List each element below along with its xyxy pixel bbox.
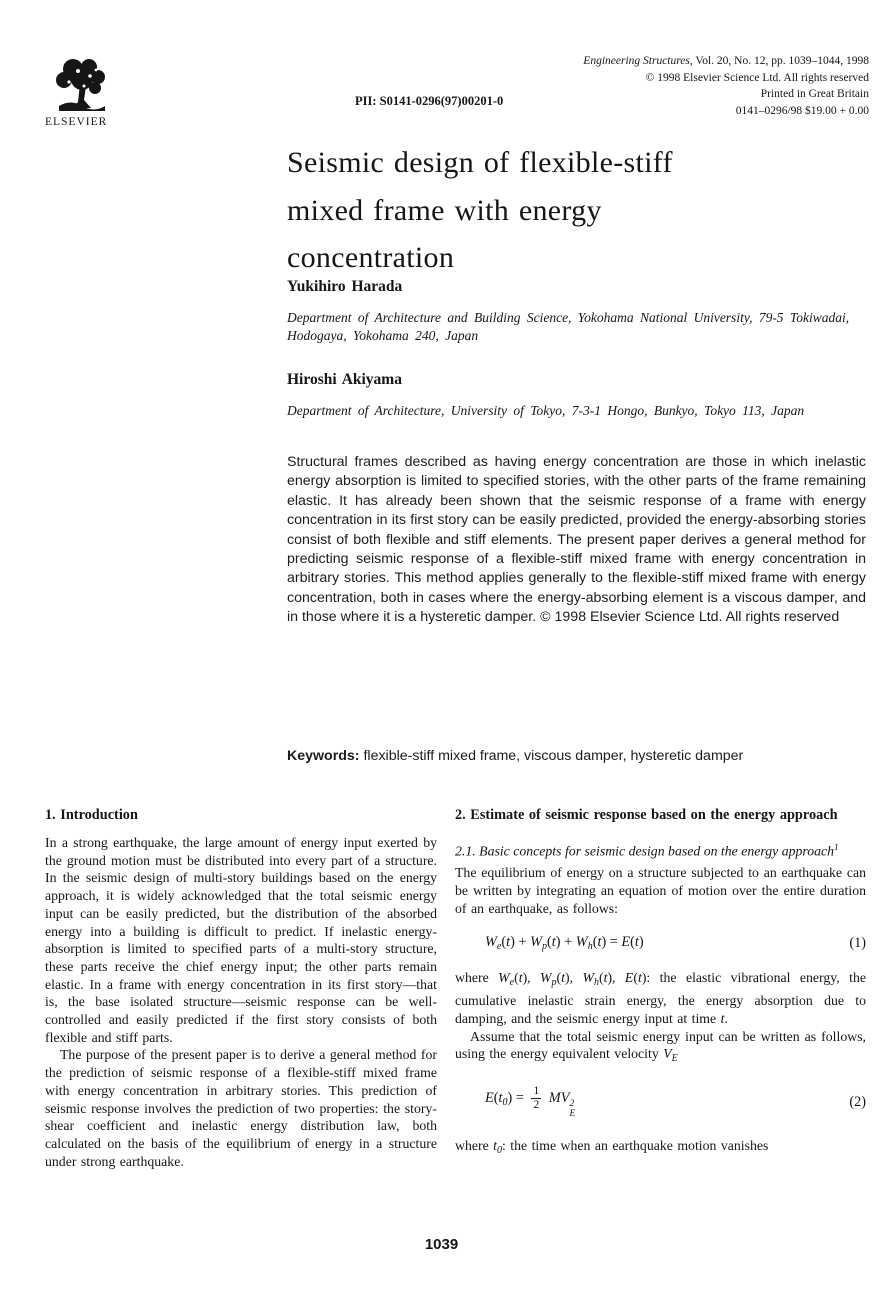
elsevier-tree-icon <box>56 59 105 111</box>
author-block: Yukihiro Harada Department of Architectu… <box>287 278 867 344</box>
subsection-heading: 2.1. Basic concepts for seismic design b… <box>455 842 839 859</box>
footnote-marker: 1 <box>834 842 839 852</box>
elsevier-logo-text: ELSEVIER <box>45 116 108 128</box>
page-number: 1039 <box>424 1236 459 1253</box>
journal-info: Engineering Structures, Vol. 20, No. 12,… <box>583 53 869 119</box>
section2-paragraph-1: The equilibrium of energy on a structure… <box>455 865 866 916</box>
equation-1-number: (1) <box>849 934 866 951</box>
left-column: 1. Introduction In a strong earthquake, … <box>45 806 437 1170</box>
equation-2-number: (2) <box>849 1093 866 1110</box>
keywords-label: Keywords: <box>287 748 360 764</box>
author-affiliation: Department of Architecture and Building … <box>287 310 850 343</box>
title-line: mixed frame with energy <box>287 193 602 227</box>
printed-line: Printed in Great Britain <box>760 88 869 100</box>
section-heading-estimate: 2. Estimate of seismic response based on… <box>455 807 838 823</box>
article-title: Seismic design of flexible-stiff mixed f… <box>287 139 673 282</box>
section-heading-introduction: 1. Introduction <box>45 807 138 823</box>
elsevier-logo: ELSEVIER <box>45 56 129 128</box>
intro-paragraph-1: In a strong earthquake, the large amount… <box>45 835 437 1045</box>
keywords-line: Keywords: flexible-stiff mixed frame, vi… <box>287 747 866 766</box>
author-name: Yukihiro Harada <box>287 278 403 295</box>
equation-2-explanation: where t0: the time when an earthquake mo… <box>455 1137 769 1156</box>
assume-paragraph: Assume that the total seismic energy inp… <box>455 1028 866 1065</box>
equation-1-row: We(t) + Wp(t) + Wh(t) = E(t) (1) <box>455 934 866 952</box>
keywords-list: flexible-stiff mixed frame, viscous damp… <box>359 748 744 764</box>
journal-citation-line: Engineering Structures, Vol. 20, No. 12,… <box>583 55 869 67</box>
equation-1: We(t) + Wp(t) + Wh(t) = E(t) <box>485 934 644 953</box>
author-block: Hiroshi Akiyama Department of Architectu… <box>287 371 867 420</box>
equation-1-explanation: where We(t), Wp(t), Wh(t), E(t): the ela… <box>455 970 866 1026</box>
pii-code: PII: S0141-0296(97)00201-0 <box>355 94 504 108</box>
author-name: Hiroshi Akiyama <box>287 371 402 388</box>
right-column: 2. Estimate of seismic response based on… <box>455 806 866 1160</box>
title-line: Seismic design of flexible-stiff <box>287 146 673 179</box>
intro-paragraph-2: The purpose of the present paper is to d… <box>45 1047 437 1169</box>
abstract-text: Structural frames described as having en… <box>287 454 866 626</box>
author-affiliation: Department of Architecture, University o… <box>287 403 805 418</box>
copyright-line: © 1998 Elsevier Science Ltd. All rights … <box>645 71 869 84</box>
title-line: concentration <box>287 241 455 274</box>
price-line: 0141–0296/98 $19.00 + 0.00 <box>735 104 869 117</box>
